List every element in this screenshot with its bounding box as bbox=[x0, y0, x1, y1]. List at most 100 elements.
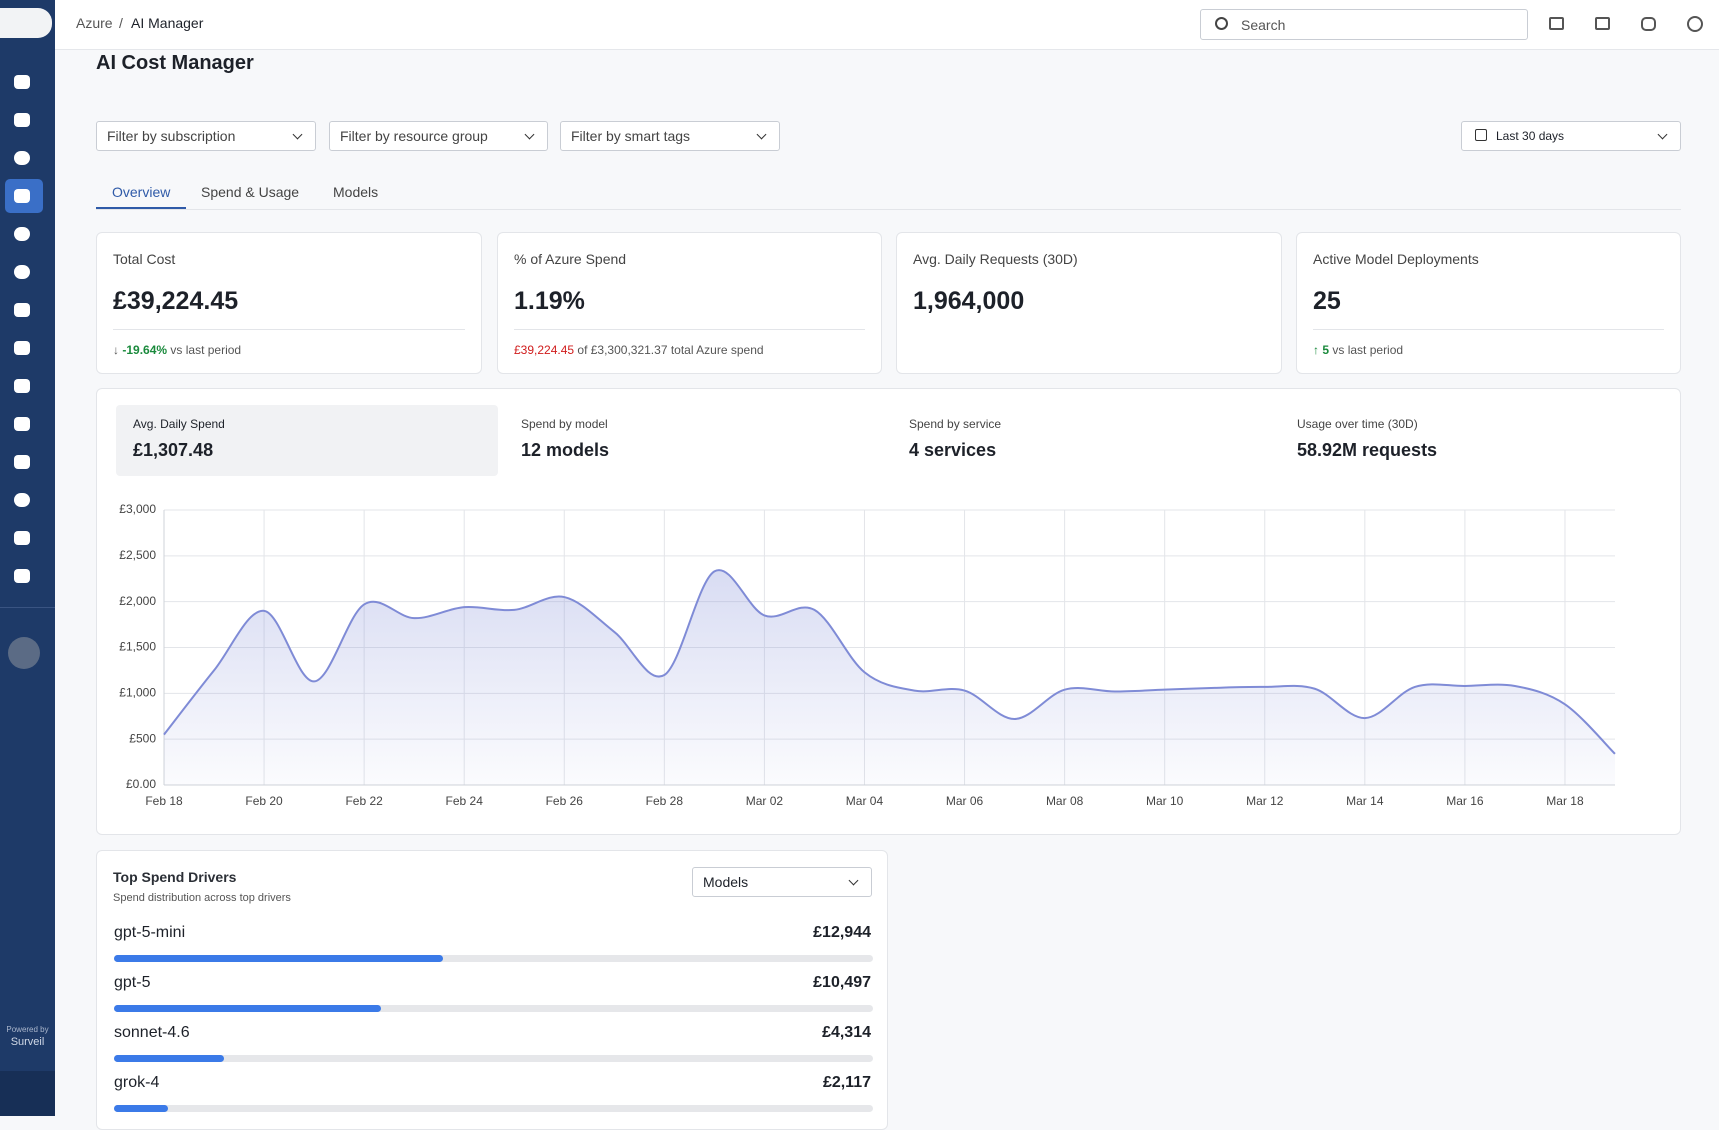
kpi-change: £39,224.45 of £3,300,321.37 total Azure … bbox=[514, 343, 764, 357]
x-tick-label: Feb 24 bbox=[446, 794, 484, 808]
driver-track bbox=[114, 1055, 873, 1062]
driver-track bbox=[114, 1005, 873, 1012]
x-tick-label: Feb 20 bbox=[245, 794, 283, 808]
nav-icon[interactable] bbox=[14, 569, 30, 583]
y-tick-label: £500 bbox=[129, 731, 156, 745]
x-tick-label: Mar 16 bbox=[1446, 794, 1484, 808]
nav-icon[interactable] bbox=[14, 151, 30, 165]
summary-value: £1,307.48 bbox=[133, 440, 214, 460]
breadcrumb-sep: / bbox=[119, 15, 123, 31]
icon[interactable] bbox=[1595, 17, 1610, 30]
x-tick-label: Mar 10 bbox=[1146, 794, 1184, 808]
driver-selector[interactable]: Models bbox=[692, 867, 872, 897]
kpi-value: 1.19% bbox=[514, 287, 585, 315]
driver-bar bbox=[114, 1005, 381, 1012]
summary-label: Avg. Daily Spend bbox=[133, 417, 225, 431]
summary-label[interactable]: Usage over time (30D) bbox=[1297, 417, 1418, 431]
page-title: AI Cost Manager bbox=[96, 52, 254, 74]
driver-track bbox=[114, 955, 873, 962]
nav-icon[interactable] bbox=[14, 341, 30, 355]
date-range[interactable]: Last 30 days bbox=[1461, 121, 1681, 151]
x-tick-label: Feb 18 bbox=[145, 794, 183, 808]
summary-label[interactable]: Spend by service bbox=[909, 417, 1002, 431]
nav-icon[interactable] bbox=[14, 189, 30, 203]
nav-icon[interactable] bbox=[14, 75, 30, 89]
change: -19.64% bbox=[122, 343, 168, 357]
filter[interactable]: Filter by subscription bbox=[96, 121, 316, 151]
summary-active[interactable] bbox=[116, 405, 498, 476]
kpi-card: Avg. Daily Requests (30D) 1,964,000 bbox=[896, 232, 1282, 374]
x-tick-label: Mar 14 bbox=[1346, 794, 1384, 808]
help-icon[interactable] bbox=[1687, 16, 1703, 32]
nav-icon[interactable] bbox=[14, 227, 30, 241]
x-tick-label: Mar 08 bbox=[1046, 794, 1084, 808]
summary-label[interactable]: Spend by model bbox=[521, 417, 608, 431]
filter[interactable]: Filter by resource group bbox=[329, 121, 548, 151]
top-bar: Azure / AI Manager Search bbox=[55, 0, 1719, 50]
tab[interactable]: Models bbox=[333, 184, 379, 200]
change: 5 bbox=[1322, 343, 1330, 357]
x-tick-label: Feb 26 bbox=[546, 794, 584, 808]
kpi-label: % of Azure Spend bbox=[514, 251, 627, 267]
y-tick-label: £1,500 bbox=[119, 640, 156, 654]
note: vs last period bbox=[170, 343, 242, 357]
kpi-label: Total Cost bbox=[113, 251, 176, 267]
nav-icon[interactable] bbox=[14, 113, 30, 127]
kpi-card: % of Azure Spend 1.19% £39,224.45 of £3,… bbox=[497, 232, 882, 374]
search-placeholder: Search bbox=[1241, 17, 1286, 33]
icon[interactable] bbox=[1549, 17, 1564, 30]
note: of £3,300,321.37 total Azure spend bbox=[577, 343, 764, 357]
driver-bar bbox=[114, 1105, 168, 1112]
x-tick-label: Mar 12 bbox=[1246, 794, 1284, 808]
filter[interactable]: Filter by smart tags bbox=[560, 121, 780, 151]
x-tick-label: Mar 18 bbox=[1546, 794, 1584, 808]
drivers-title: Top Spend Drivers bbox=[113, 869, 237, 885]
kpi-value: £39,224.45 bbox=[113, 287, 239, 315]
drivers-panel: Top Spend Drivers Spend distribution acr… bbox=[96, 850, 888, 1130]
x-tick-label: Mar 04 bbox=[846, 794, 884, 808]
x-tick-label: Mar 02 bbox=[746, 794, 784, 808]
area bbox=[164, 570, 1615, 785]
kpi-value: 25 bbox=[1313, 287, 1341, 315]
logout[interactable] bbox=[0, 1071, 55, 1116]
x-tick-label: Feb 22 bbox=[345, 794, 383, 808]
driver-value: £4,314 bbox=[822, 1024, 871, 1041]
y-tick-label: £1,000 bbox=[119, 686, 156, 700]
driver-name: grok-4 bbox=[114, 1074, 160, 1091]
nav-icon[interactable] bbox=[14, 493, 30, 507]
summary-value: 58.92M requests bbox=[1297, 440, 1438, 460]
calendar-icon bbox=[1475, 129, 1487, 141]
kpi-label: Avg. Daily Requests (30D) bbox=[913, 251, 1078, 267]
nav-icon[interactable] bbox=[14, 265, 30, 279]
nav-icon[interactable] bbox=[14, 417, 30, 431]
divider bbox=[0, 607, 55, 608]
y-tick-label: £3,000 bbox=[119, 502, 156, 516]
tab-rule bbox=[96, 209, 1681, 210]
driver-value: £12,944 bbox=[813, 924, 871, 941]
breadcrumb[interactable]: Azure bbox=[76, 15, 113, 31]
search-box[interactable]: Search bbox=[1200, 9, 1528, 40]
kpi-card: Active Model Deployments 25 ↑ 5 vs last … bbox=[1296, 232, 1681, 374]
search-icon bbox=[1215, 17, 1228, 30]
tab[interactable]: Spend & Usage bbox=[201, 184, 300, 200]
nav-icon[interactable] bbox=[14, 379, 30, 393]
change: £39,224.45 bbox=[514, 343, 575, 357]
avatar[interactable] bbox=[8, 637, 40, 669]
powered-by: Powered by bbox=[6, 1025, 49, 1034]
x-tick-label: Feb 28 bbox=[646, 794, 684, 808]
nav-icon[interactable] bbox=[14, 303, 30, 317]
brand: Surveil bbox=[10, 1036, 45, 1048]
icon[interactable] bbox=[1641, 17, 1656, 31]
driver-name: gpt-5-mini bbox=[114, 924, 186, 941]
divider bbox=[514, 329, 865, 330]
nav-icon[interactable] bbox=[14, 531, 30, 545]
tab[interactable]: Overview bbox=[112, 184, 171, 200]
driver-bar bbox=[114, 955, 443, 962]
line bbox=[163, 569, 1616, 755]
summary-value: 12 models bbox=[521, 440, 610, 460]
kpi-label: Active Model Deployments bbox=[1313, 251, 1479, 267]
driver-name: gpt-5 bbox=[114, 974, 151, 991]
nav-icon[interactable] bbox=[14, 455, 30, 469]
tab-indicator bbox=[96, 207, 186, 209]
